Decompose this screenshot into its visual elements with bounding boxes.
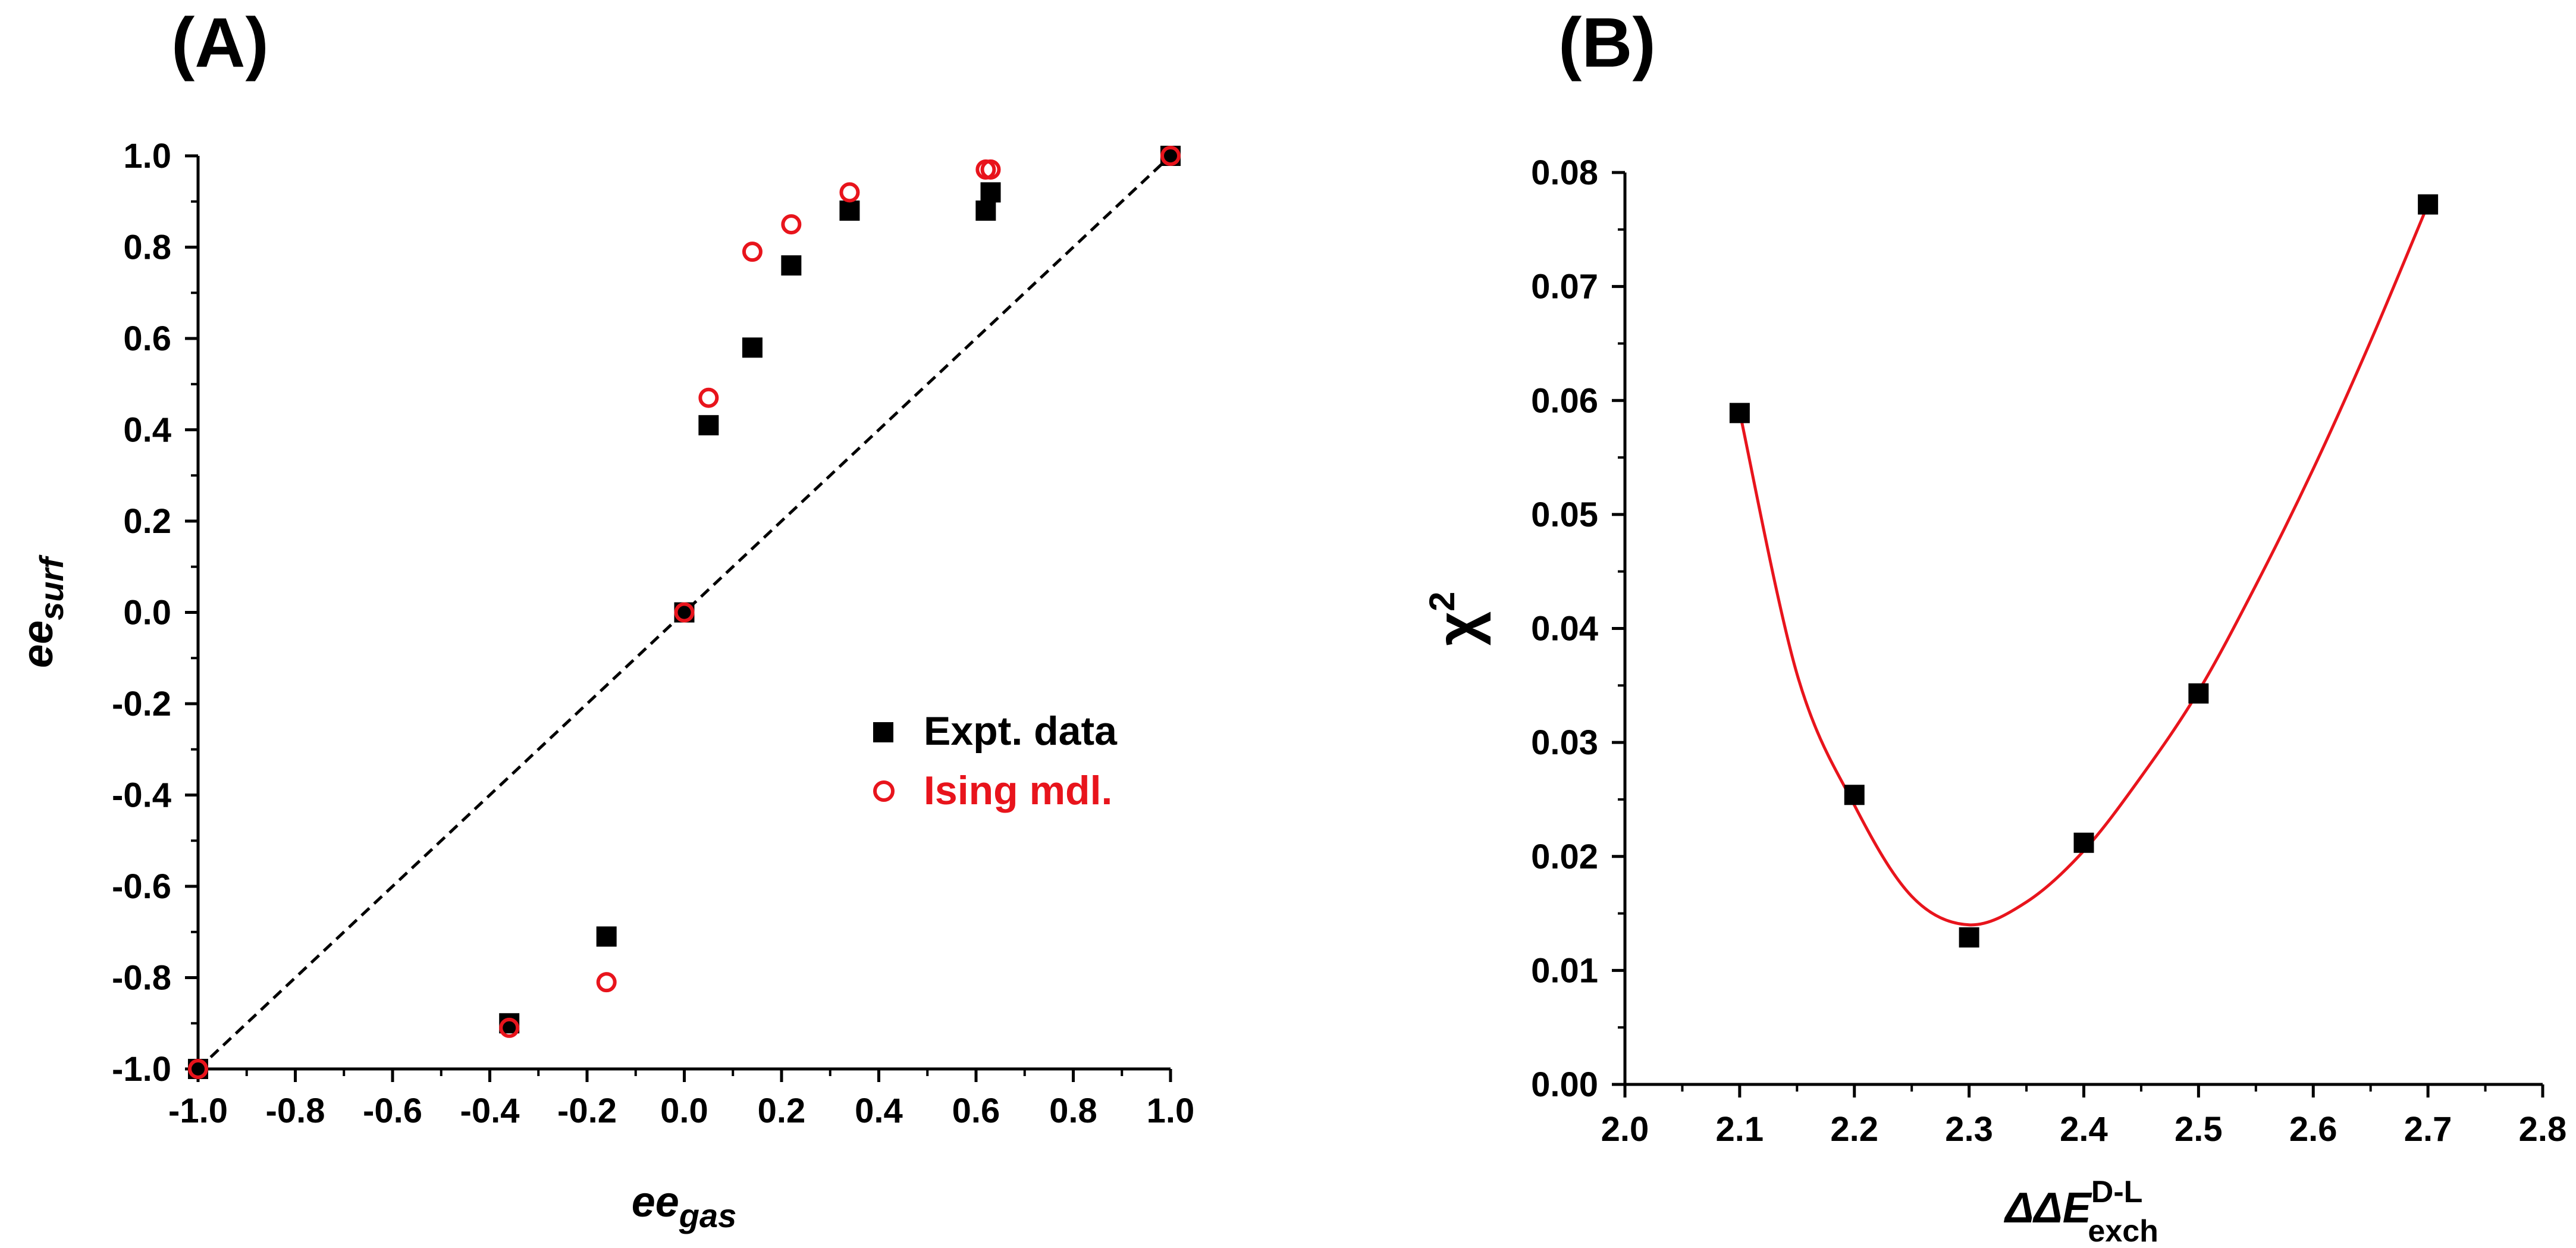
- panel-b-y-tick-label: 0.03: [1531, 723, 1598, 762]
- panel-a-x-tick-label: 0.6: [952, 1092, 1000, 1130]
- ising-model-point: [499, 1017, 520, 1038]
- legend-ising-marker: [873, 780, 895, 802]
- panel-b-y-tick-label: 0.00: [1531, 1065, 1598, 1104]
- chi-square-point: [2188, 683, 2209, 704]
- panel-b-y-tick-label: 0.01: [1531, 951, 1598, 990]
- ising-model-point: [781, 214, 802, 235]
- panel-a-y-tick-label: 0.2: [123, 502, 171, 541]
- panel-b-x-tick-label: 2.3: [1945, 1110, 1993, 1149]
- chi-square-point: [2418, 194, 2439, 215]
- panel-a-y-tick-label: 1.0: [123, 137, 171, 175]
- panel-a-label: (A): [171, 4, 269, 82]
- panel-b-y-tick-label: 0.04: [1531, 610, 1598, 648]
- panel-b-x-axis-title: ΔΔED-L exch: [2003, 1175, 2158, 1248]
- ising-model-point: [596, 972, 617, 993]
- ising-model-point: [698, 387, 719, 408]
- panel-a-y-tick-label: -1.0: [112, 1050, 171, 1089]
- panel-a-y-tick-label: 0.8: [123, 228, 171, 267]
- ising-model-point: [742, 242, 763, 262]
- panel-b-x-tick-label: 2.1: [1716, 1110, 1764, 1149]
- panel-a-y-tick-label: 0.0: [123, 594, 171, 632]
- expt-data-point: [698, 415, 719, 435]
- legend-ising-label: Ising mdl.: [924, 768, 1112, 813]
- panel-a-x-tick-label: -0.4: [460, 1092, 520, 1130]
- panel-a-x-tick-label: 1.0: [1147, 1092, 1195, 1130]
- panel-a-x-tick-label: 0.0: [660, 1092, 708, 1130]
- panel-b-y-tick-label: 0.07: [1531, 268, 1598, 306]
- panel-b-y-tick-label: 0.08: [1531, 153, 1598, 192]
- panel-a-x-tick-label: -0.2: [557, 1092, 617, 1130]
- ising-model-point: [674, 602, 695, 623]
- panel-b-y-tick-label: 0.05: [1531, 496, 1598, 534]
- ising-model-point: [980, 159, 1001, 180]
- expt-data-point: [839, 200, 860, 221]
- panel-a-x-tick-label: -1.0: [168, 1092, 228, 1130]
- panel-b-x-tick-label: 2.6: [2289, 1110, 2337, 1149]
- panel-b-x-tick-label: 2.2: [1830, 1110, 1878, 1149]
- legend-expt-marker: [873, 722, 893, 742]
- panel-a-y-tick-label: 0.4: [123, 411, 171, 450]
- chi-square-point: [1729, 403, 1750, 424]
- panel-a-reference-line: [197, 155, 1172, 1070]
- expt-data-point: [742, 337, 763, 358]
- panel-b: (B) 2.0 2.1 2.2 2.3 2.4 2.5 2.6 2.7 2.8 0.00 0.01 0…: [1422, 4, 2566, 1248]
- panel-a-x-tick-label: 0.8: [1049, 1092, 1097, 1130]
- panel-b-x-tick-label: 2.0: [1601, 1110, 1649, 1149]
- panel-a-y-axis-title: eesurf: [14, 554, 70, 668]
- panel-a-x-axis-title: eegas: [632, 1178, 737, 1234]
- ising-model-point: [188, 1059, 208, 1079]
- panel-b-x-tick-label: 2.8: [2519, 1110, 2567, 1149]
- panel-a-y-tick-label: -0.2: [112, 685, 171, 723]
- panel-a-y-tick-label: -0.4: [112, 776, 171, 815]
- chi-square-point: [1959, 927, 1979, 948]
- panel-a-x-tick-label: 0.2: [758, 1092, 806, 1130]
- panel-a-legend: Expt. data Ising mdl.: [873, 708, 1118, 813]
- panel-a-x-tick-label: -0.6: [363, 1092, 422, 1130]
- panel-b-label: (B): [1558, 4, 1656, 82]
- chi-square-point: [1844, 785, 1865, 805]
- panel-b-x-tick-label: 2.4: [2060, 1110, 2108, 1149]
- chi-square-point: [2073, 832, 2094, 853]
- expt-data-point: [781, 255, 802, 276]
- panel-b-x-tick-label: 2.7: [2404, 1110, 2452, 1149]
- panel-a-y-tick-label: 0.6: [123, 319, 171, 358]
- panel-a-y-tick-label: -0.6: [112, 867, 171, 906]
- panel-a: (A) -1.0 -0.8 -0.6 -0.4 -0.2 0.0 0.2 0.4 0.6 0.8 1…: [14, 4, 1194, 1234]
- ising-model-point: [839, 182, 860, 203]
- expt-data-point: [596, 926, 617, 947]
- panel-b-y-tick-label: 0.06: [1531, 381, 1598, 420]
- panel-b-fit-curve: [1738, 203, 2430, 927]
- ising-model-point: [1160, 146, 1181, 166]
- panel-a-x-tick-label: 0.4: [855, 1092, 903, 1130]
- panel-a-x-tick-label: -0.8: [266, 1092, 325, 1130]
- expt-data-point: [980, 182, 1001, 203]
- panel-b-x-tick-label: 2.5: [2175, 1110, 2223, 1149]
- legend-expt-label: Expt. data: [924, 708, 1118, 754]
- expt-data-point: [975, 200, 996, 221]
- panel-b-y-tick-label: 0.02: [1531, 838, 1598, 876]
- panel-a-y-tick-label: -0.8: [112, 959, 171, 998]
- panel-b-y-axis-title: χ2: [1422, 592, 1491, 646]
